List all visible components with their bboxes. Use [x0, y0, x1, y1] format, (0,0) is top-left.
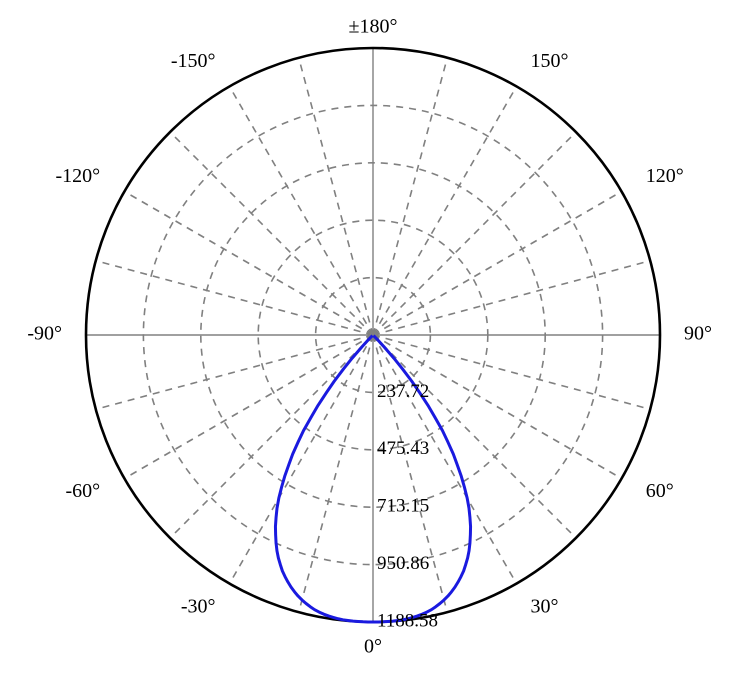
angular-grid-spoke — [124, 335, 373, 479]
angular-grid-spoke — [96, 335, 373, 409]
radial-label: 237.72 — [377, 381, 429, 402]
angular-label: 30° — [531, 595, 559, 617]
angular-grid-spoke — [170, 335, 373, 538]
radial-label: 1188.58 — [377, 610, 438, 631]
angular-label: -30° — [181, 595, 216, 617]
radial-label: 950.86 — [377, 553, 429, 574]
angular-label: 120° — [646, 165, 684, 187]
angular-grid-spoke — [230, 335, 374, 584]
angular-grid-spoke — [373, 192, 622, 336]
angular-grid-spoke — [373, 58, 447, 335]
angular-grid-spoke — [299, 58, 373, 335]
angular-grid-spoke — [124, 192, 373, 336]
angular-grid-spoke — [170, 132, 373, 335]
angular-label: -90° — [27, 323, 62, 345]
polar-chart: ±180° -150° -120° -90° -60° -30° 0° 30° 60° 90° 12… — [0, 0, 747, 684]
angular-grid-spoke — [373, 335, 517, 584]
angular-label: -60° — [66, 480, 101, 502]
angular-grid-spoke — [373, 261, 650, 335]
angular-label: -150° — [171, 50, 216, 72]
angular-label-bottom: 0° — [364, 636, 382, 658]
radial-label: 713.15 — [377, 496, 429, 517]
angular-label-top: ±180° — [349, 16, 398, 38]
angular-label: 90° — [684, 323, 712, 345]
angular-grid-spoke — [373, 86, 517, 335]
angular-label: 60° — [646, 480, 674, 502]
polar-chart-svg: ±180° -150° -120° -90° -60° -30° 0° 30° 60° 90° 12… — [0, 0, 747, 684]
angular-grid-spoke — [373, 132, 576, 335]
radial-label: 475.43 — [377, 438, 429, 459]
angular-grid-spoke — [96, 261, 373, 335]
angular-label: 150° — [531, 50, 569, 72]
angular-label: -120° — [56, 165, 101, 187]
angular-grid-spoke — [230, 86, 374, 335]
